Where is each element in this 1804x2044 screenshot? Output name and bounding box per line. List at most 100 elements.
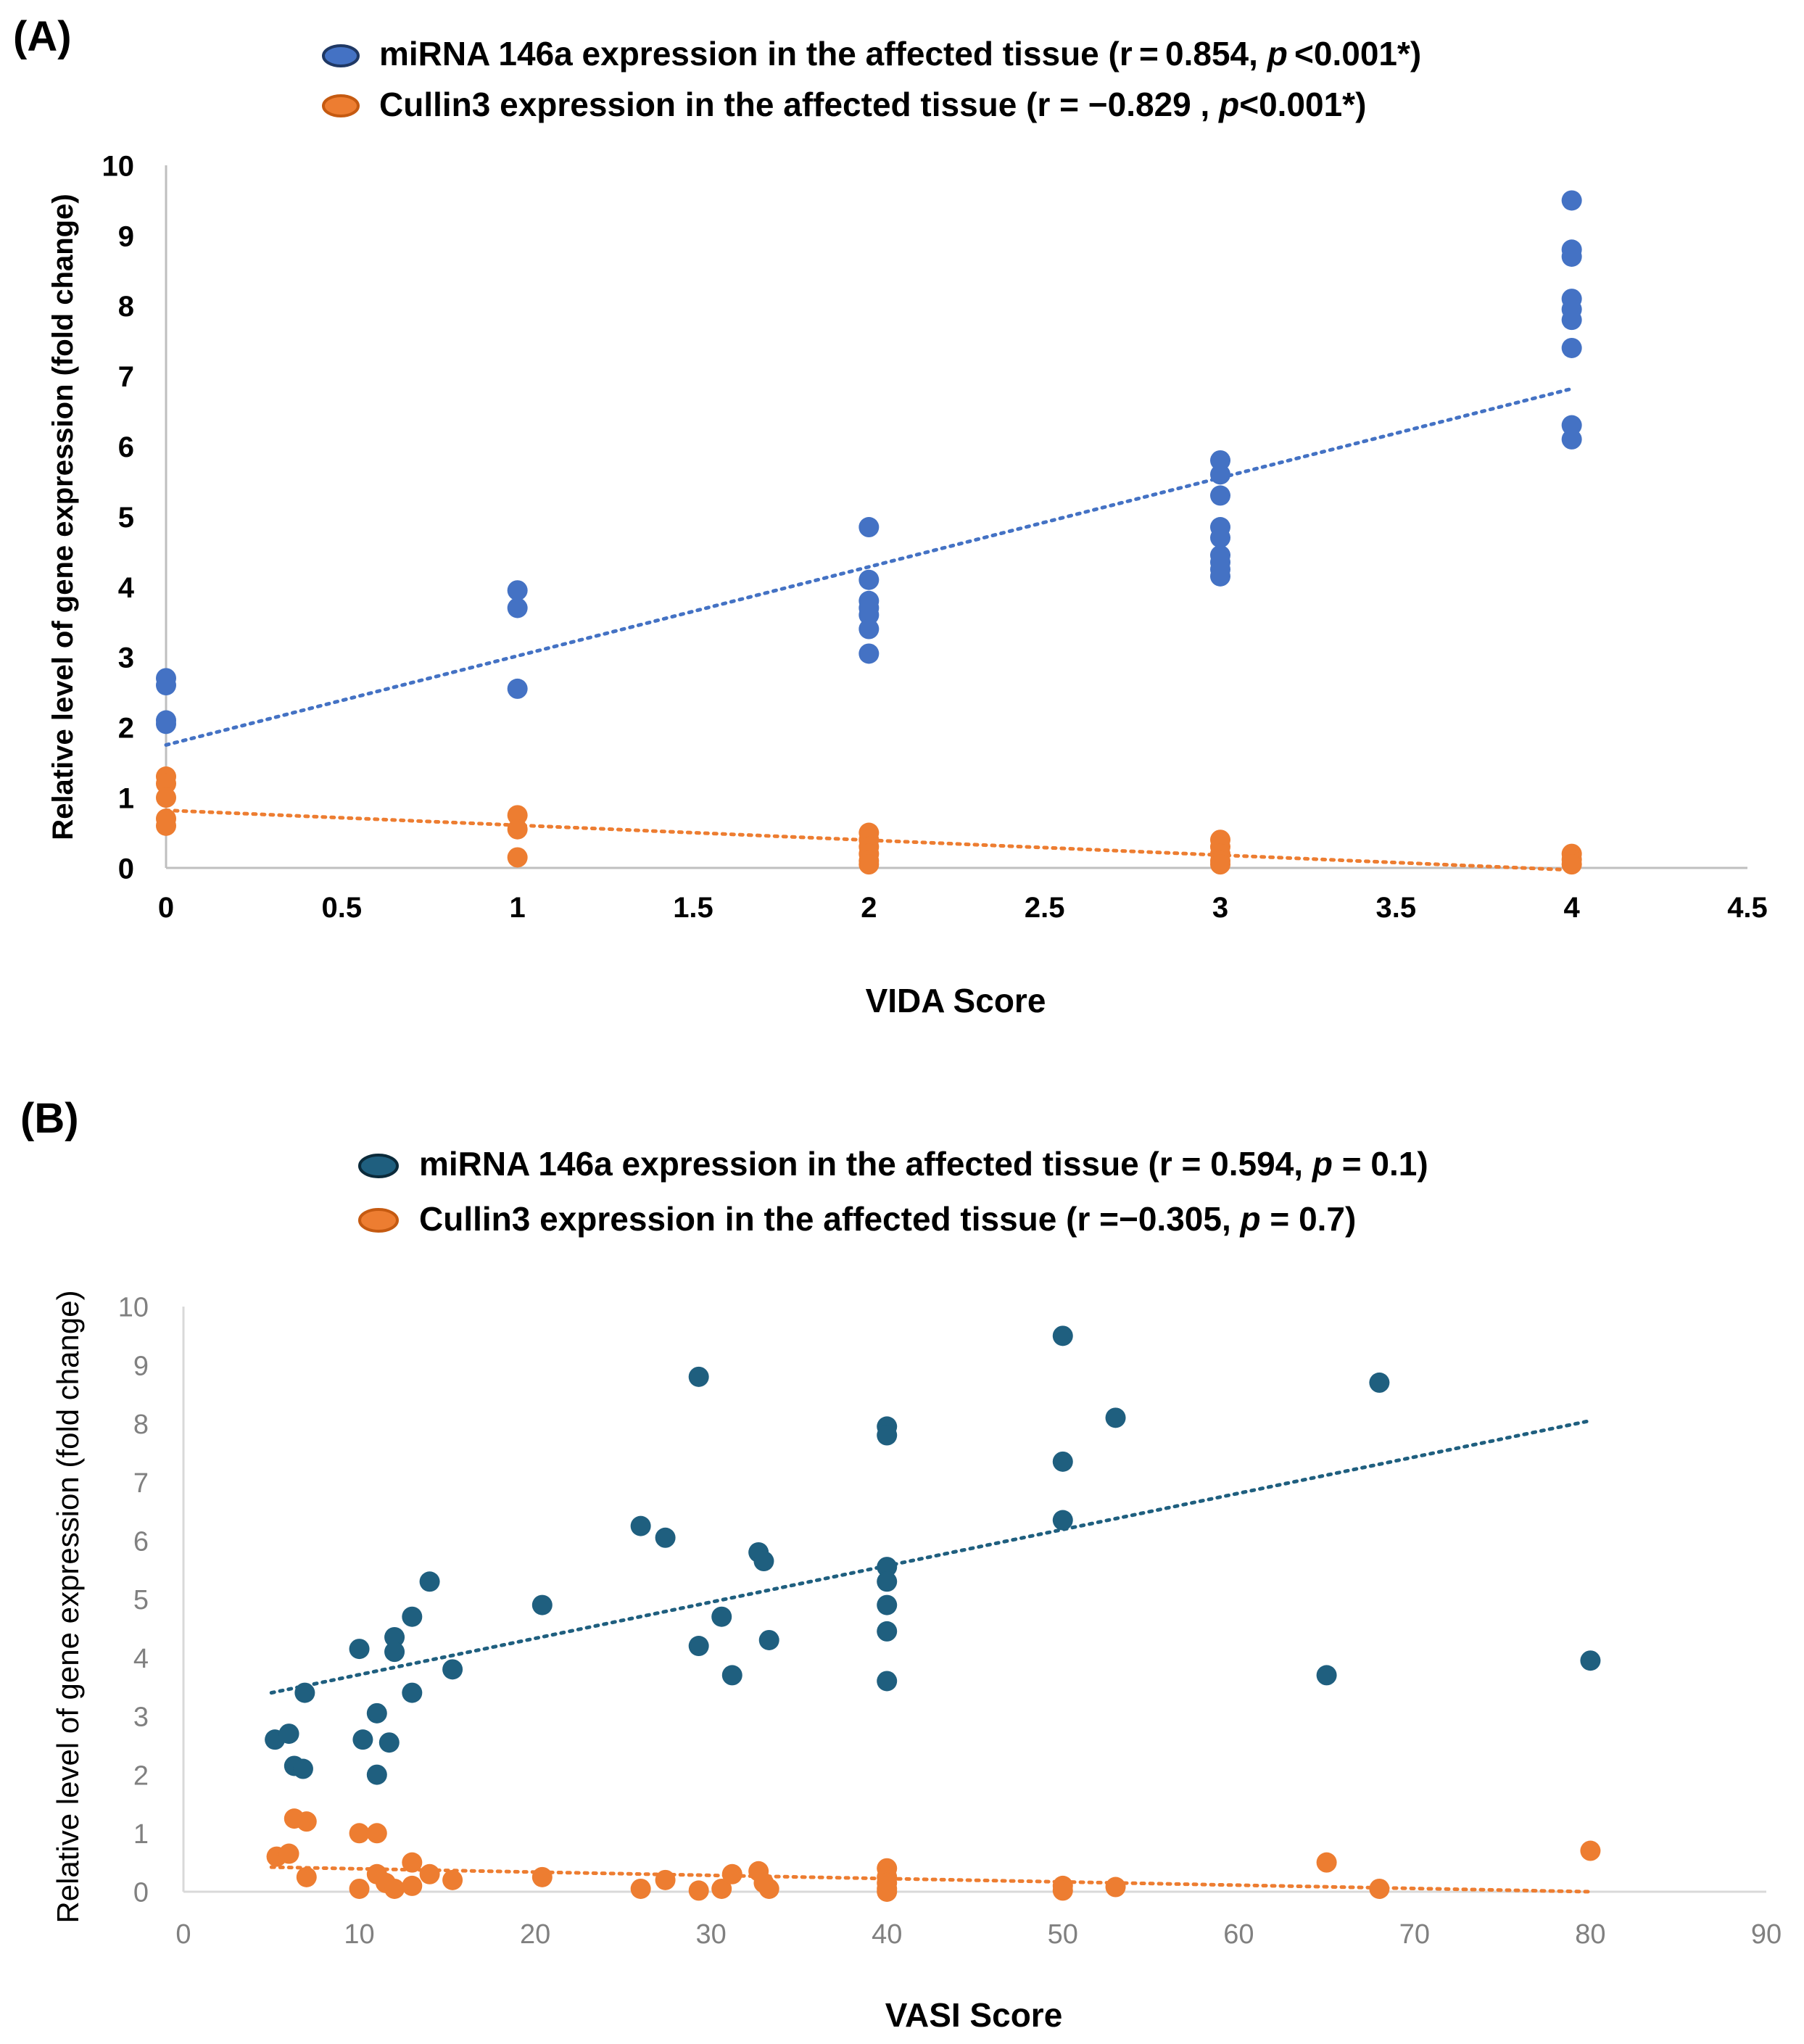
panel-b-point-mirna bbox=[877, 1425, 898, 1446]
panel-b-point-cullin bbox=[1369, 1878, 1390, 1899]
panel-b-point-mirna bbox=[278, 1724, 299, 1745]
panel-b-point-cullin bbox=[419, 1863, 440, 1884]
panel-a-y-ticks: 0 1 2 3 4 5 6 7 8 9 10 bbox=[102, 150, 135, 885]
panel-b-y-tick-label: 9 bbox=[133, 1351, 149, 1381]
panel-a-point-mirna bbox=[1210, 485, 1230, 506]
panel-a-x-tick-label: 4 bbox=[1564, 892, 1581, 924]
panel-a-point-mirna bbox=[1210, 566, 1230, 587]
panel-b-point-cullin bbox=[442, 1869, 463, 1890]
panel-b-point-cullin bbox=[278, 1843, 299, 1864]
panel-b-point-cullin bbox=[721, 1863, 742, 1884]
panel-a-x-tick-label: 1 bbox=[510, 892, 526, 924]
panel-b-point-mirna bbox=[419, 1571, 440, 1592]
panel-b-point-mirna bbox=[366, 1702, 387, 1724]
panel-a-x-tick-label: 4.5 bbox=[1727, 892, 1768, 924]
panel-b-point-mirna bbox=[402, 1606, 423, 1627]
panel-b-y-axis-title: Relative level of gene expression (fold … bbox=[51, 1290, 85, 1923]
panel-b-point-mirna bbox=[378, 1732, 400, 1753]
panel-b-point-mirna bbox=[758, 1629, 779, 1650]
panel-a-point-mirna bbox=[858, 618, 880, 640]
panel-b-y-tick-label: 0 bbox=[133, 1878, 149, 1908]
panel-b-point-cullin bbox=[877, 1882, 898, 1902]
panel-b-point-mirna bbox=[442, 1659, 463, 1680]
panel-b-x-tick-label: 30 bbox=[696, 1919, 727, 1950]
panel-b-point-cullin bbox=[531, 1866, 553, 1887]
panel-a-point-cullin bbox=[156, 787, 176, 808]
panel-a-point-cullin bbox=[1210, 854, 1230, 875]
panel-a-y-tick-label: 4 bbox=[118, 572, 135, 604]
panel-a-point-mirna bbox=[507, 580, 528, 601]
panel-b-y-tick-label: 5 bbox=[133, 1585, 149, 1615]
panel-a-x-tick-label: 2 bbox=[861, 892, 877, 924]
panel-a-y-tick-label: 2 bbox=[118, 713, 134, 745]
panel-b-x-tick-label: 80 bbox=[1575, 1919, 1605, 1950]
panel-a-x-ticks: 0 0.5 1 1.5 2 2.5 3 3.5 4 4.5 bbox=[158, 892, 1768, 924]
panel-b-point-mirna bbox=[753, 1551, 774, 1572]
panel-b-x-tick-label: 0 bbox=[175, 1919, 191, 1950]
panel-b-point-mirna bbox=[402, 1682, 423, 1703]
panel-b-x-tick-label: 70 bbox=[1399, 1919, 1430, 1950]
panel-b-point-mirna bbox=[721, 1665, 742, 1686]
panel-a-y-tick-label: 8 bbox=[118, 291, 134, 323]
panel-a-point-cullin bbox=[1561, 854, 1582, 875]
panel-b-point-mirna bbox=[292, 1758, 313, 1779]
legend-marker-cullin-b bbox=[358, 1208, 399, 1233]
panel-a-y-tick-label: 3 bbox=[118, 642, 134, 674]
panel-b-point-mirna bbox=[294, 1682, 315, 1703]
panel-b-point-mirna bbox=[1580, 1650, 1601, 1671]
panel-b-point-mirna bbox=[1052, 1325, 1073, 1346]
panel-b-y-tick-label: 1 bbox=[133, 1819, 149, 1850]
panel-b-x-tick-label: 50 bbox=[1048, 1919, 1078, 1950]
legend-cullin-a: Cullin3 expression in the affected tissu… bbox=[379, 86, 1366, 123]
panel-b-point-mirna bbox=[877, 1571, 898, 1592]
panel-b-point-cullin bbox=[711, 1878, 732, 1899]
panel-b-trendlines bbox=[269, 1418, 1592, 1894]
panel-b-point-mirna bbox=[352, 1729, 373, 1750]
panel-b: (B) miRNA 146a expression in the affecte… bbox=[20, 1095, 1782, 2034]
legend-mirna-b-suffix: = 0.1) bbox=[1333, 1145, 1428, 1183]
panel-b-y-tick-label: 6 bbox=[133, 1526, 149, 1557]
panel-b-legend: miRNA 146a expression in the affected ti… bbox=[358, 1145, 1428, 1238]
panel-b-point-mirna bbox=[531, 1594, 553, 1615]
legend-mirna-b-prefix: miRNA 146a expression in the affected ti… bbox=[419, 1145, 1312, 1183]
panel-a-point-mirna bbox=[1561, 337, 1582, 358]
panel-a-point-mirna bbox=[1210, 527, 1230, 548]
legend-mirna-a-p: p bbox=[1266, 35, 1288, 73]
legend-cullin-b-p: p bbox=[1239, 1200, 1261, 1238]
panel-a-point-cullin bbox=[156, 773, 176, 794]
panel-a-point-mirna bbox=[858, 517, 880, 538]
panel-a-label: (A) bbox=[13, 13, 72, 60]
legend-marker-mirna-b bbox=[358, 1154, 399, 1178]
legend-mirna-a-suffix: <0.001*) bbox=[1288, 35, 1421, 73]
panel-b-x-tick-label: 60 bbox=[1223, 1919, 1254, 1950]
panel-b-point-mirna bbox=[1105, 1407, 1126, 1428]
panel-a-point-cullin bbox=[507, 805, 528, 826]
panel-b-trendline-cullin bbox=[269, 1865, 1592, 1894]
panel-b-point-cullin bbox=[688, 1880, 709, 1901]
legend-cullin-b-suffix: = 0.7) bbox=[1261, 1200, 1357, 1238]
panel-a-legend: miRNA 146a expression in the affected ti… bbox=[322, 35, 1421, 123]
panel-b-point-mirna bbox=[349, 1639, 370, 1660]
panel-b-point-mirna bbox=[688, 1366, 709, 1387]
panel-b-x-tick-label: 90 bbox=[1751, 1919, 1782, 1950]
panel-b-point-cullin bbox=[655, 1869, 676, 1890]
legend-cullin-a-p: p bbox=[1217, 86, 1239, 123]
panel-b-label: (B) bbox=[20, 1095, 79, 1142]
panel-a-point-mirna bbox=[858, 643, 880, 664]
legend-mirna-b: miRNA 146a expression in the affected ti… bbox=[419, 1145, 1428, 1183]
panel-a-x-tick-label: 3.5 bbox=[1376, 892, 1417, 924]
panel-a-x-tick-label: 3 bbox=[1212, 892, 1228, 924]
panel-a-point-cullin bbox=[858, 854, 880, 875]
legend-cullin-a-suffix: <0.001*) bbox=[1239, 86, 1366, 123]
panel-b-y-tick-label: 3 bbox=[133, 1702, 149, 1733]
panel-a-y-axis-title: Relative level of gene expression (fold … bbox=[47, 194, 79, 840]
panel-a-point-mirna bbox=[1561, 246, 1582, 267]
legend-mirna-a-prefix: miRNA 146a expression in the affected ti… bbox=[379, 35, 1267, 73]
legend-mirna-b-p: p bbox=[1311, 1145, 1333, 1183]
panel-a-trendline-mirna bbox=[164, 386, 1574, 747]
panel-b-y-tick-label: 2 bbox=[133, 1760, 149, 1791]
panel-a-x-axis-title: VIDA Score bbox=[866, 982, 1046, 1019]
panel-a-point-cullin bbox=[507, 819, 528, 840]
panel-b-point-mirna bbox=[630, 1515, 651, 1536]
